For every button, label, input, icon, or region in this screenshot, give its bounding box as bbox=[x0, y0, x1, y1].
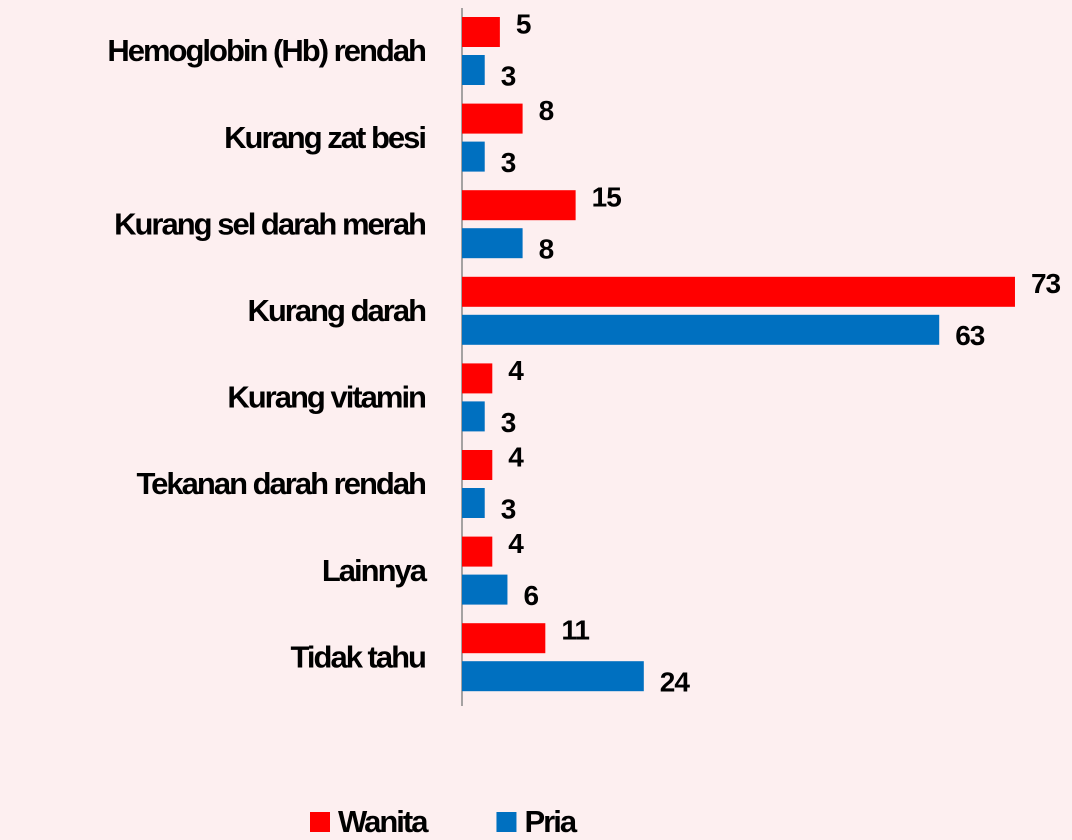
category-label: Kurang vitamin bbox=[227, 380, 426, 415]
bar bbox=[462, 574, 508, 605]
value-label: 8 bbox=[539, 234, 554, 265]
value-label: 11 bbox=[561, 615, 589, 646]
value-label: 15 bbox=[592, 182, 622, 213]
value-label: 3 bbox=[501, 147, 516, 178]
value-label: 5 bbox=[516, 8, 531, 39]
value-label: 3 bbox=[501, 60, 516, 91]
bar bbox=[462, 450, 493, 480]
value-label: 6 bbox=[523, 580, 538, 611]
value-label: 4 bbox=[508, 441, 524, 472]
value-label: 24 bbox=[660, 667, 691, 698]
bar bbox=[462, 488, 485, 518]
bar bbox=[462, 401, 485, 432]
value-label: 4 bbox=[508, 528, 524, 559]
bar bbox=[462, 228, 523, 259]
category-label: Lainnya bbox=[322, 553, 428, 588]
bar bbox=[462, 661, 644, 692]
bar bbox=[462, 276, 1015, 307]
bar bbox=[462, 55, 485, 85]
value-label: 3 bbox=[501, 407, 516, 438]
bar bbox=[462, 103, 523, 134]
bar bbox=[462, 141, 485, 172]
bar bbox=[462, 17, 500, 47]
value-label: 4 bbox=[508, 355, 524, 386]
bar bbox=[462, 314, 940, 345]
category-label: Kurang sel darah merah bbox=[114, 206, 426, 241]
bar bbox=[462, 363, 493, 394]
category-label: Kurang darah bbox=[247, 293, 426, 328]
category-label: Hemoglobin (Hb) rendah bbox=[107, 33, 426, 68]
value-label: 73 bbox=[1031, 268, 1061, 299]
category-label: Tekanan darah rendah bbox=[137, 466, 427, 501]
value-label: 3 bbox=[501, 493, 516, 524]
legend-swatch bbox=[310, 812, 330, 832]
legend-label: Wanita bbox=[338, 804, 429, 839]
legend-label: Pria bbox=[524, 804, 577, 839]
bar bbox=[462, 190, 576, 221]
legend-swatch bbox=[496, 812, 517, 832]
bar bbox=[462, 623, 546, 654]
value-label: 8 bbox=[539, 95, 554, 126]
value-label: 63 bbox=[955, 320, 985, 351]
category-label: Tidak tahu bbox=[291, 639, 426, 674]
bar bbox=[462, 536, 493, 567]
category-label: Kurang zat besi bbox=[224, 120, 425, 155]
